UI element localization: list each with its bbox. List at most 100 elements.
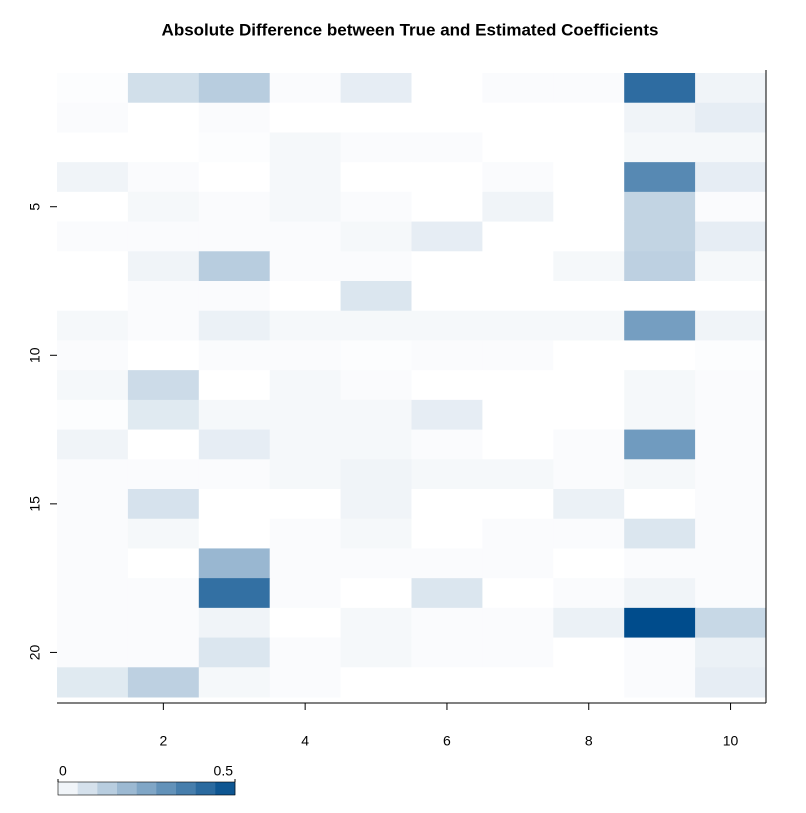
heatmap-cell	[411, 221, 483, 252]
heatmap-cell	[127, 310, 200, 341]
heatmap-cell	[198, 459, 271, 490]
heatmap-cell	[269, 459, 342, 490]
heatmap-cell	[198, 489, 271, 520]
heatmap-cell	[269, 191, 342, 223]
heatmap-cell	[269, 281, 342, 312]
heatmap-cell	[553, 429, 625, 460]
heatmap-cell	[482, 370, 554, 401]
heatmap-cell	[269, 132, 342, 163]
heatmap-cell	[482, 548, 554, 579]
heatmap-cell	[269, 102, 342, 133]
heatmap-cell	[411, 191, 483, 223]
heatmap-cell	[482, 132, 554, 163]
heatmap-cell	[198, 429, 271, 460]
heatmap-cell	[340, 102, 412, 133]
heatmap-cell	[340, 191, 412, 223]
heatmap-cell	[57, 459, 129, 490]
heatmap-cell	[553, 73, 625, 104]
heatmap-cell	[198, 251, 271, 282]
heatmap-cell	[553, 340, 625, 371]
heatmap-cell	[695, 607, 767, 639]
heatmap-cell	[553, 607, 625, 639]
heatmap-cell	[553, 310, 625, 341]
heatmap-cell	[624, 281, 696, 312]
heatmap-cell	[411, 132, 483, 163]
heatmap-cell	[553, 459, 625, 490]
heatmap-cell	[695, 132, 767, 163]
heatmap-cell	[57, 251, 129, 282]
heatmap-cell	[269, 162, 342, 193]
heatmap-cell	[411, 429, 483, 460]
legend-swatch	[215, 782, 236, 795]
heatmap-cell	[57, 73, 129, 104]
heatmap-cell	[340, 281, 412, 312]
heatmap-cell	[57, 102, 129, 133]
heatmap-cell	[340, 221, 412, 252]
heatmap-cell	[553, 221, 625, 252]
heatmap-cell	[198, 637, 271, 668]
heatmap-cell	[269, 370, 342, 401]
heatmap-cell	[482, 162, 554, 193]
heatmap-cell	[695, 459, 767, 490]
heatmap-cell	[695, 281, 767, 312]
heatmap-cell	[127, 459, 200, 490]
heatmap-cell	[57, 132, 129, 163]
heatmap-cell	[553, 162, 625, 193]
y-tick-label: 5	[27, 203, 43, 211]
heatmap-cell	[340, 399, 412, 431]
heatmap-cell	[198, 162, 271, 193]
heatmap-cell	[624, 399, 696, 431]
heatmap-cell	[695, 340, 767, 371]
heatmap-cell	[198, 548, 271, 579]
heatmap-cell	[624, 251, 696, 282]
heatmap-cell	[553, 281, 625, 312]
heatmap-cell	[411, 607, 483, 639]
heatmap-cell	[624, 518, 696, 549]
heatmap-cell	[411, 667, 483, 698]
heatmap-cell	[127, 191, 200, 223]
heatmap-cell	[198, 102, 271, 133]
heatmap-cell	[553, 251, 625, 282]
heatmap-cell	[482, 340, 554, 371]
heatmap-cell	[411, 73, 483, 104]
legend-swatch	[58, 782, 78, 795]
heatmap-cell	[340, 667, 412, 698]
heatmap-cell	[269, 607, 342, 639]
x-tick-label: 6	[443, 733, 451, 749]
heatmap-cell	[127, 162, 200, 193]
heatmap-cell	[57, 667, 129, 698]
heatmap-cell	[127, 637, 200, 668]
heatmap-cell	[553, 667, 625, 698]
heatmap-cell	[340, 637, 412, 668]
heatmap-cell	[553, 578, 625, 609]
legend-swatch	[117, 782, 137, 795]
legend-swatch	[156, 782, 177, 795]
heatmap-cell	[624, 132, 696, 163]
heatmap-cell	[57, 340, 129, 371]
heatmap-cell	[57, 281, 129, 312]
heatmap-cell	[57, 162, 129, 193]
heatmap-cell	[411, 637, 483, 668]
heatmap-cell	[198, 132, 271, 163]
legend-swatch	[136, 782, 157, 795]
heatmap-cell	[553, 637, 625, 668]
heatmap-cell	[695, 102, 767, 133]
heatmap-cell	[411, 578, 483, 609]
heatmap-cell	[624, 73, 696, 104]
heatmap-cell	[198, 518, 271, 549]
heatmap-cell	[269, 429, 342, 460]
heatmap-cell	[624, 578, 696, 609]
heatmap-cell	[482, 281, 554, 312]
heatmap-cell	[57, 489, 129, 520]
heatmap-cell	[411, 162, 483, 193]
heatmap-cell	[411, 102, 483, 133]
heatmap-cell	[624, 607, 696, 639]
heatmap-cell	[198, 73, 271, 104]
x-tick-label: 10	[723, 733, 739, 749]
heatmap-cell	[624, 191, 696, 223]
heatmap-cell	[553, 191, 625, 223]
heatmap-cell	[624, 637, 696, 668]
heatmap-cell	[127, 251, 200, 282]
heatmap-cell	[340, 459, 412, 490]
